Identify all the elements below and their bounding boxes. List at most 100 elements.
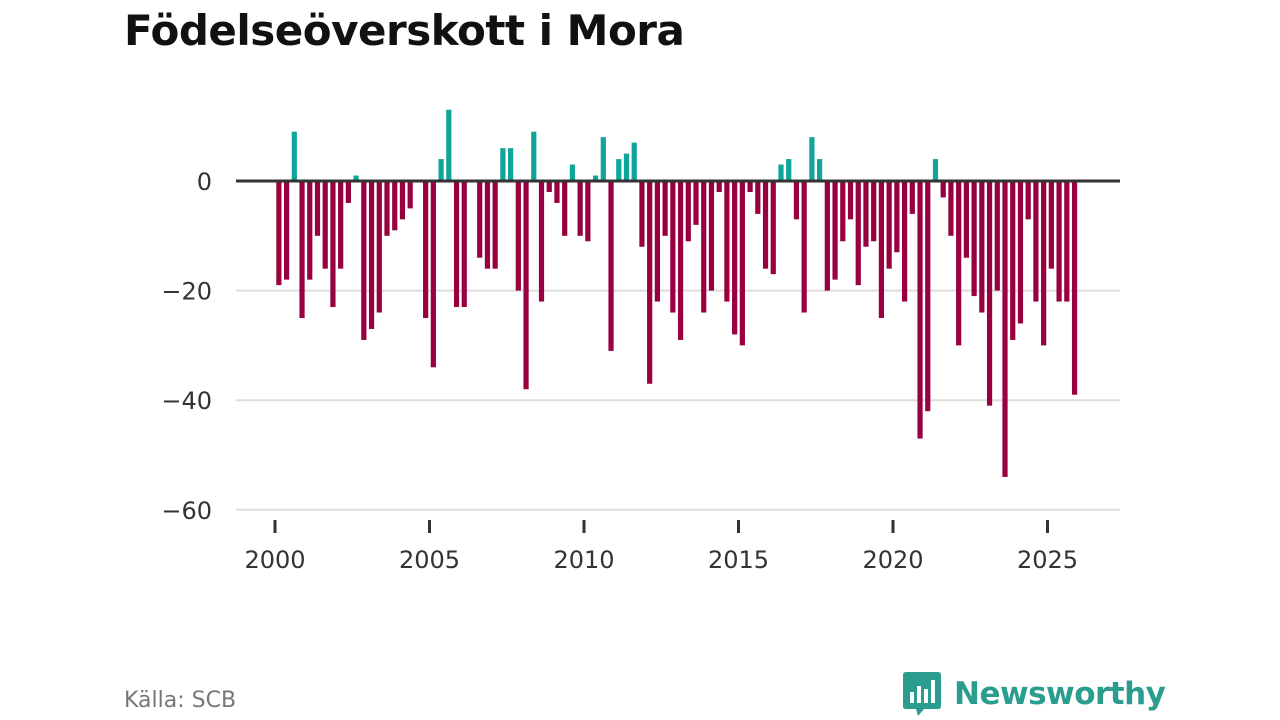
x-tick-label-2020: 2020 bbox=[862, 546, 923, 574]
bar-2024-q2 bbox=[1025, 181, 1031, 220]
bar-2002-q4 bbox=[361, 181, 367, 340]
bar-2011-q2 bbox=[623, 153, 630, 181]
bar-2025-q2 bbox=[1056, 181, 1062, 302]
bar-2007-q3 bbox=[508, 148, 514, 181]
newsworthy-logo: Newsworthy bbox=[902, 670, 1166, 718]
bar-2018-q1 bbox=[832, 181, 838, 280]
bar-2020-q3 bbox=[909, 181, 915, 214]
bar-2014-q1 bbox=[708, 181, 715, 291]
bar-2010-q2 bbox=[592, 175, 599, 181]
bar-2013-q4 bbox=[701, 181, 707, 313]
bar-2024-q3 bbox=[1033, 181, 1039, 302]
bar-2007-q4 bbox=[515, 181, 521, 291]
bar-2001-q1 bbox=[307, 181, 313, 280]
bar-2018-q4 bbox=[855, 181, 861, 286]
bar-2013-q2 bbox=[685, 181, 691, 242]
bar-2017-q2 bbox=[809, 137, 815, 181]
bar-2023-q4 bbox=[1010, 181, 1016, 340]
bar-2012-q1 bbox=[647, 181, 653, 384]
bar-2002-q1 bbox=[338, 181, 344, 269]
bar-2014-q2 bbox=[716, 181, 722, 192]
bar-2007-q2 bbox=[500, 148, 506, 181]
bar-2009-q2 bbox=[562, 181, 568, 236]
bar-2004-q2 bbox=[407, 181, 413, 209]
bar-2019-q2 bbox=[871, 181, 877, 242]
bar-2009-q1 bbox=[554, 181, 560, 203]
bar-2015-q2 bbox=[747, 181, 753, 192]
x-tick-label-2015: 2015 bbox=[708, 546, 769, 574]
x-tick-labels: 2000 2005 2010 2015 2020 2025 bbox=[244, 546, 1078, 574]
bar-2001-q2 bbox=[314, 181, 321, 236]
bar-2023-q1 bbox=[986, 181, 993, 406]
bar-2023-q2 bbox=[994, 181, 1000, 291]
bar-2018-q2 bbox=[840, 181, 846, 242]
bar-2019-q4 bbox=[886, 181, 892, 269]
bar-2020-q2 bbox=[901, 181, 908, 302]
bar-2022-q4 bbox=[979, 181, 985, 313]
bar-2007-q1 bbox=[492, 181, 498, 269]
bar-2019-q3 bbox=[878, 181, 885, 318]
bar-2013-q1 bbox=[677, 181, 684, 340]
bar-2002-q3 bbox=[353, 175, 359, 181]
bars bbox=[276, 109, 1078, 477]
bar-2009-q3 bbox=[569, 164, 576, 181]
bar-2015-q4 bbox=[762, 181, 769, 269]
bar-2000-q1 bbox=[276, 181, 282, 286]
x-tick-label-2025: 2025 bbox=[1017, 546, 1078, 574]
bar-2017-q1 bbox=[801, 181, 807, 313]
bar-2001-q3 bbox=[322, 181, 328, 269]
bar-2000-q3 bbox=[291, 131, 297, 181]
bar-2008-q4 bbox=[546, 181, 552, 192]
chart-title: Födelseöverskott i Mora bbox=[124, 6, 685, 55]
bar-2005-q1 bbox=[430, 181, 436, 368]
bar-2005-q4 bbox=[453, 181, 460, 308]
bar-2014-q4 bbox=[732, 181, 738, 335]
bar-2016-q2 bbox=[778, 164, 784, 181]
bar-2024-q4 bbox=[1041, 181, 1047, 346]
bar-2013-q3 bbox=[693, 181, 699, 225]
bar-2011-q4 bbox=[639, 181, 645, 247]
bar-chart: 0 −20 −40 −60 2000 2005 2010 2015 2020 2025 bbox=[161, 109, 1120, 574]
bar-2016-q1 bbox=[770, 181, 776, 275]
x-tick-label-2000: 2000 bbox=[244, 546, 305, 574]
bar-2003-q3 bbox=[384, 181, 390, 236]
bar-2008-q2 bbox=[531, 131, 537, 181]
bar-2000-q4 bbox=[299, 181, 305, 318]
bar-2025-q1 bbox=[1048, 181, 1054, 269]
bar-2022-q2 bbox=[963, 181, 969, 258]
bar-2006-q3 bbox=[477, 181, 483, 258]
bar-2011-q3 bbox=[631, 142, 637, 181]
bar-2016-q3 bbox=[786, 159, 792, 181]
bar-2012-q3 bbox=[662, 181, 668, 236]
bar-2021-q2 bbox=[932, 159, 939, 181]
y-tick-labels: 0 −20 −40 −60 bbox=[161, 168, 212, 525]
bar-2005-q3 bbox=[446, 109, 452, 181]
bar-2012-q4 bbox=[670, 181, 676, 313]
bar-2015-q3 bbox=[755, 181, 761, 214]
bar-2020-q4 bbox=[917, 181, 923, 439]
bar-2021-q4 bbox=[948, 181, 954, 236]
bar-2005-q2 bbox=[438, 159, 444, 181]
bar-2003-q2 bbox=[376, 181, 382, 313]
bar-2017-q4 bbox=[824, 181, 830, 291]
bar-2011-q1 bbox=[616, 159, 622, 181]
y-tick-label-3: −60 bbox=[161, 497, 212, 525]
bar-2020-q1 bbox=[894, 181, 900, 253]
bar-2022-q3 bbox=[971, 181, 977, 297]
y-tick-label-0: 0 bbox=[197, 168, 212, 196]
x-tick-label-2005: 2005 bbox=[399, 546, 460, 574]
bar-2021-q1 bbox=[925, 181, 931, 412]
bar-2006-q1 bbox=[461, 181, 467, 308]
bar-2010-q3 bbox=[600, 137, 606, 181]
bar-2000-q2 bbox=[283, 181, 290, 280]
bar-2016-q4 bbox=[793, 181, 800, 220]
bar-2023-q3 bbox=[1002, 181, 1008, 477]
bar-2008-q1 bbox=[523, 181, 529, 390]
y-tick-label-2: −40 bbox=[161, 387, 212, 415]
bar-2006-q4 bbox=[484, 181, 491, 269]
bar-2022-q1 bbox=[956, 181, 962, 346]
bar-2001-q4 bbox=[330, 181, 336, 308]
x-tick-label-2010: 2010 bbox=[553, 546, 614, 574]
bar-2003-q4 bbox=[392, 181, 398, 231]
bar-2008-q3 bbox=[538, 181, 545, 302]
